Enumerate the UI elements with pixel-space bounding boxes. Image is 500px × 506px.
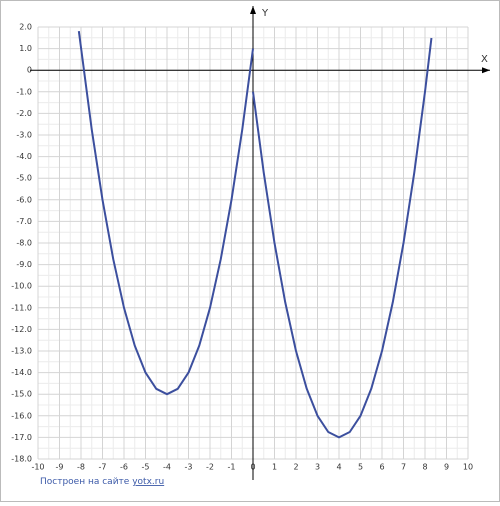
x-tick-label: -7: [99, 463, 107, 472]
y-tick-label: -1.0: [16, 87, 32, 96]
x-tick-label: 10: [463, 463, 473, 472]
x-tick-label: 1: [272, 463, 277, 472]
plot: [77, 30, 433, 439]
y-axis-label: Y: [261, 8, 269, 19]
x-tick-label: 4: [336, 463, 341, 472]
y-tick-label: -9.0: [16, 260, 32, 269]
y-tick-label: -17.0: [11, 433, 32, 442]
y-tick-label: -10.0: [11, 282, 32, 291]
x-tick-label: -8: [77, 463, 85, 472]
x-tick-label: -5: [142, 463, 150, 472]
y-tick-label: -4.0: [16, 152, 32, 161]
y-tick-label: -5.0: [16, 174, 32, 183]
x-tick-label: 6: [379, 463, 384, 472]
x-axis-label: X: [481, 54, 488, 65]
footer-link[interactable]: yotx.ru: [132, 477, 164, 487]
y-tick-label: -6.0: [16, 195, 32, 204]
y-tick-label: 2.0: [19, 23, 32, 32]
x-tick-label: 5: [358, 463, 363, 472]
x-tick-label: -2: [206, 463, 214, 472]
footer: Построен на сайте yotx.ru: [40, 477, 164, 487]
y-axis-arrow: [250, 6, 256, 14]
y-tick-label: 1.0: [19, 44, 32, 53]
footer-text: Построен на сайте: [40, 477, 130, 487]
curve: [77, 30, 254, 396]
y-tick-label: -14.0: [11, 368, 32, 377]
y-tick-label: -2.0: [16, 109, 32, 118]
y-tick-label: -11.0: [11, 303, 32, 312]
x-tick-label: 7: [401, 463, 406, 472]
y-tick-label: -13.0: [11, 347, 32, 356]
y-tick-label: -3.0: [16, 131, 32, 140]
x-tick-label: 3: [315, 463, 320, 472]
x-tick-label: -1: [228, 463, 236, 472]
x-axis-arrow: [482, 67, 490, 74]
y-tick-label: 0: [27, 66, 32, 75]
y-tick-label: -18.0: [11, 455, 32, 464]
x-tick-label: -10: [31, 463, 44, 472]
x-tick-label: -9: [56, 463, 64, 472]
y-tick-label: -15.0: [11, 390, 32, 399]
x-tick-label: 2: [293, 463, 298, 472]
y-tick-label: -8.0: [16, 239, 32, 248]
x-tick-label: -3: [185, 463, 193, 472]
x-tick-label: -6: [120, 463, 128, 472]
x-tick-label: 8: [422, 463, 427, 472]
y-tick-label: -16.0: [11, 411, 32, 420]
y-tick-label: -12.0: [11, 325, 32, 334]
x-tick-label: -4: [163, 463, 171, 472]
curve: [252, 37, 433, 439]
y-tick-label: -7.0: [16, 217, 32, 226]
x-tick-label: 9: [444, 463, 449, 472]
axes: -10-9-8-7-6-5-4-3-2-10123456789102.01.00…: [11, 6, 490, 480]
